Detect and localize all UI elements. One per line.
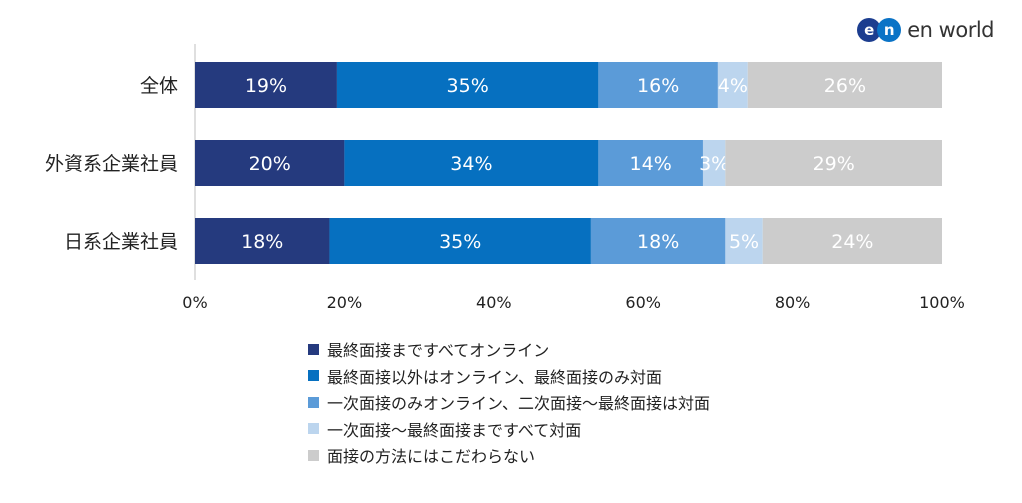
legend-swatch — [308, 343, 319, 355]
bar-data-label: 34% — [450, 153, 492, 175]
bar-segment-2-2 — [344, 140, 599, 186]
legend-item: 最終面接以外はオンライン、最終面接のみ対面 — [308, 363, 710, 390]
bar-segment-1-2 — [336, 62, 599, 108]
bar-data-label: 5% — [729, 231, 759, 253]
bar-segment-1-3 — [598, 62, 718, 108]
legend-label: 一次面接のみオンライン、二次面接〜最終面接は対面 — [327, 394, 711, 414]
category-label: 全体 — [140, 75, 178, 97]
x-tick-label: 60% — [625, 293, 661, 312]
chart-legend: 最終面接まですべてオンライン最終面接以外はオンライン、最終面接のみ対面一次面接の… — [308, 336, 710, 469]
bar-data-label: 4% — [718, 75, 748, 97]
bar-segment-3-5 — [762, 218, 942, 264]
bar-data-label: 18% — [241, 231, 283, 253]
legend-label: 最終面接以外はオンライン、最終面接のみ対面 — [327, 367, 663, 387]
legend-label: 最終面接まですべてオンライン — [327, 341, 550, 361]
x-tick-label: 80% — [775, 293, 811, 312]
x-tick-label: 40% — [476, 293, 512, 312]
bar-data-label: 18% — [637, 231, 679, 253]
legend-item: 一次面接〜最終面接まですべて対面 — [308, 416, 710, 443]
bar-segment-1-1 — [195, 62, 337, 108]
bar-data-label: 29% — [813, 153, 855, 175]
bar-segment-3-3 — [590, 218, 726, 264]
legend-item: 最終面接まですべてオンライン — [308, 336, 710, 363]
bar-data-label: 24% — [831, 231, 873, 253]
en-world-logo: e n en world — [857, 14, 994, 46]
en-logo-mark: e n — [857, 15, 903, 45]
x-tick-label: 100% — [919, 293, 965, 312]
logo-text: en world — [907, 18, 994, 42]
bar-data-label: 16% — [637, 75, 679, 97]
bar-segment-2-4 — [702, 140, 726, 186]
bar-segment-2-5 — [725, 140, 942, 186]
category-label: 外資系企業社員 — [45, 153, 178, 175]
bar-segment-1-4 — [717, 62, 748, 108]
x-tick-label: 0% — [182, 293, 207, 312]
bar-segment-1-5 — [747, 62, 942, 108]
bar-data-label: 3% — [699, 153, 729, 175]
x-tick-label: 20% — [327, 293, 363, 312]
bar-segment-2-1 — [195, 140, 345, 186]
bar-data-label: 19% — [245, 75, 287, 97]
legend-label: 一次面接〜最終面接まですべて対面 — [327, 420, 582, 440]
bar-segment-3-4 — [725, 218, 763, 264]
legend-item: 面接の方法にはこだわらない — [308, 442, 710, 469]
legend-swatch — [308, 396, 319, 408]
bar-data-label: 20% — [249, 153, 291, 175]
legend-swatch — [308, 423, 319, 435]
bar-data-label: 26% — [824, 75, 866, 97]
category-label: 日系企業社員 — [64, 231, 178, 253]
legend-item: 一次面接のみオンライン、二次面接〜最終面接は対面 — [308, 389, 710, 416]
bar-data-label: 35% — [439, 231, 481, 253]
legend-swatch — [308, 370, 319, 382]
bar-segment-2-3 — [598, 140, 703, 186]
legend-label: 面接の方法にはこだわらない — [327, 447, 536, 467]
legend-swatch — [308, 449, 319, 461]
bar-data-label: 35% — [447, 75, 489, 97]
bar-data-label: 14% — [630, 153, 672, 175]
bar-segment-3-2 — [329, 218, 591, 264]
bar-segment-3-1 — [195, 218, 330, 264]
